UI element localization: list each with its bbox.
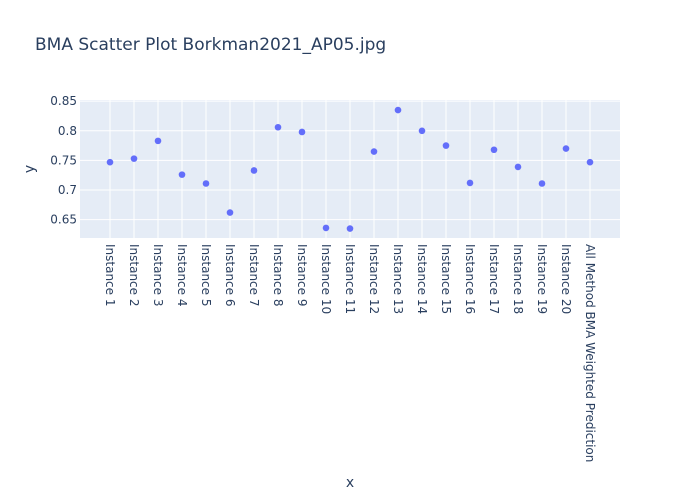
x-tick-label: Instance 6 [223, 244, 237, 307]
x-tick-label: Instance 3 [151, 244, 165, 307]
data-point [562, 145, 570, 152]
x-tick-label: Instance 13 [391, 244, 405, 314]
x-tick-label: Instance 18 [511, 244, 525, 314]
x-tick-label: Instance 7 [247, 244, 261, 307]
y-tick-label: 0.75 [50, 153, 77, 167]
chart-title: BMA Scatter Plot Borkman2021_AP05.jpg [35, 35, 386, 55]
data-point [154, 137, 162, 145]
x-tick-label: Instance 17 [487, 244, 501, 314]
data-point [130, 155, 138, 162]
data-point [586, 158, 594, 166]
data-point [394, 106, 402, 114]
x-tick-label: Instance 11 [343, 244, 357, 314]
x-tick-label: All Method BMA Weighted Prediction [583, 244, 597, 462]
y-tick-labels: 0.65 0.7 0.75 0.8 0.85 [50, 94, 77, 226]
data-point [106, 158, 114, 166]
data-point [490, 146, 498, 154]
data-point [370, 148, 378, 155]
data-point [226, 209, 234, 216]
data-point [250, 167, 258, 174]
y-tick-label: 0.7 [58, 183, 77, 197]
x-axis-label: x [346, 475, 354, 491]
data-point [178, 171, 186, 178]
data-point [346, 225, 354, 232]
x-tick-label: Instance 8 [271, 244, 285, 307]
x-tick-label: Instance 20 [559, 244, 573, 314]
data-point [538, 180, 546, 187]
x-tick-label: Instance 9 [295, 244, 309, 307]
y-tick-label: 0.65 [50, 213, 77, 227]
x-tick-label: Instance 16 [463, 244, 477, 314]
x-tick-label: Instance 4 [175, 244, 189, 307]
x-tick-label: Instance 10 [319, 244, 333, 314]
data-points [106, 106, 594, 232]
x-tick-label: Instance 12 [367, 244, 381, 314]
data-point [418, 127, 426, 135]
x-tick-label: Instance 2 [127, 244, 141, 307]
data-point [274, 123, 282, 131]
data-point [322, 224, 330, 232]
data-point [202, 180, 210, 187]
x-tick-label: Instance 15 [439, 244, 453, 314]
y-tick-label: 0.8 [58, 124, 77, 138]
data-point [298, 128, 306, 136]
x-tick-label: Instance 14 [415, 244, 429, 314]
data-point [466, 179, 474, 187]
data-point [514, 163, 522, 171]
x-tick-label: Instance 5 [199, 244, 213, 307]
x-tick-label: Instance 19 [535, 244, 549, 314]
y-axis-label: y [22, 165, 38, 173]
x-tick-label: Instance 1 [103, 244, 117, 307]
x-tick-labels: Instance 1 Instance 2 Instance 3 Instance 4… [103, 244, 597, 462]
data-point [442, 142, 450, 149]
grid-lines [80, 100, 620, 238]
y-tick-label: 0.85 [50, 94, 77, 108]
